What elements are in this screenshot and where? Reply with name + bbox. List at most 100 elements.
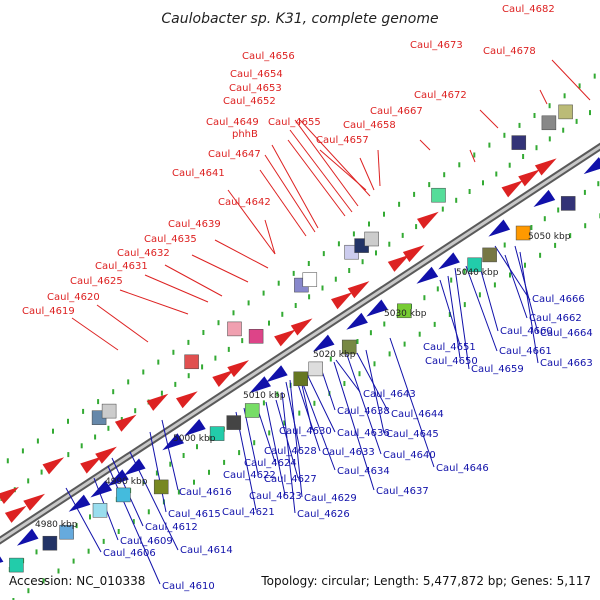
gene-label-bottom-31[interactable]: Caul_4609 — [120, 536, 173, 547]
gene-feature-7[interactable] — [114, 414, 137, 432]
gene-label-bottom-20[interactable]: Caul_4634 — [337, 466, 390, 477]
gene-feature-61[interactable] — [438, 252, 460, 270]
gene-label-top-3[interactable]: Caul_4678 — [483, 46, 536, 57]
gene-label-top-5[interactable]: Caul_4653 — [229, 83, 282, 94]
gene-feature-46[interactable] — [162, 433, 184, 451]
gene-feature-11[interactable] — [212, 369, 234, 387]
gene-feature-29[interactable] — [518, 169, 540, 187]
gene-feature-48[interactable] — [209, 426, 225, 441]
gene-label-bottom-17[interactable]: Caul_4640 — [383, 450, 436, 461]
gene-label-bottom-30[interactable]: Caul_4612 — [145, 522, 198, 533]
gene-feature-39[interactable] — [16, 528, 39, 546]
gene-feature-65[interactable] — [515, 225, 531, 241]
gene-label-bottom-9[interactable]: Caul_4643 — [363, 389, 416, 400]
gene-label-top-17[interactable]: Caul_4639 — [168, 219, 221, 230]
gene-feature-31[interactable] — [511, 135, 527, 150]
gene-label-top-12[interactable]: phhB — [232, 129, 258, 140]
gene-label-top-10[interactable]: Caul_4655 — [268, 117, 321, 128]
gene-label-bottom-6[interactable]: Caul_4651 — [423, 342, 476, 353]
gene-label-top-22[interactable]: Caul_4620 — [47, 292, 100, 303]
gene-label-bottom-26[interactable]: Caul_4629 — [304, 493, 357, 504]
gene-label-top-0[interactable]: Caul_4682 — [502, 4, 555, 15]
gene-label-top-16[interactable]: Caul_4642 — [218, 197, 271, 208]
gene-label-bottom-8[interactable]: Caul_4659 — [471, 364, 524, 375]
gene-feature-4[interactable] — [95, 446, 117, 464]
gene-feature-14[interactable] — [248, 329, 264, 344]
gene-feature-52[interactable] — [266, 365, 288, 383]
gene-label-top-9[interactable]: Caul_4649 — [206, 117, 259, 128]
gene-label-bottom-2[interactable]: Caul_4664 — [540, 328, 593, 339]
gene-feature-42[interactable] — [68, 494, 91, 512]
gene-label-top-15[interactable]: Caul_4641 — [172, 168, 225, 179]
gene-feature-58[interactable] — [366, 299, 388, 317]
gene-feature-16[interactable] — [290, 318, 313, 336]
gene-feature-18[interactable] — [302, 272, 318, 287]
gene-label-bottom-33[interactable]: Caul_4606 — [103, 548, 156, 559]
gene-feature-62[interactable] — [467, 257, 482, 273]
gene-label-top-19[interactable]: Caul_4632 — [117, 248, 170, 259]
gene-feature-24[interactable] — [387, 254, 410, 272]
gene-label-top-8[interactable]: Caul_4667 — [370, 106, 423, 117]
gene-feature-53[interactable] — [293, 371, 308, 387]
gene-label-top-1[interactable]: Caul_4656 — [242, 51, 295, 62]
gene-label-top-20[interactable]: Caul_4631 — [95, 261, 148, 272]
gene-feature-19[interactable] — [331, 292, 353, 310]
gene-feature-67[interactable] — [560, 196, 576, 211]
gene-label-top-7[interactable]: Caul_4672 — [414, 90, 467, 101]
gene-label-top-2[interactable]: Caul_4673 — [410, 40, 463, 51]
gene-label-bottom-21[interactable]: Caul_4646 — [436, 463, 489, 474]
gene-feature-50[interactable] — [244, 403, 260, 418]
gene-feature-59[interactable] — [397, 303, 412, 319]
gene-label-bottom-29[interactable]: Caul_4626 — [297, 509, 350, 520]
gene-label-bottom-4[interactable]: Caul_4661 — [499, 346, 552, 357]
gene-label-bottom-28[interactable]: Caul_4621 — [222, 507, 275, 518]
gene-label-bottom-7[interactable]: Caul_4650 — [425, 356, 478, 367]
gene-label-top-11[interactable]: Caul_4658 — [343, 120, 396, 131]
gene-label-bottom-15[interactable]: Caul_4628 — [264, 446, 317, 457]
gene-label-bottom-22[interactable]: Caul_4627 — [264, 474, 317, 485]
gene-feature-55[interactable] — [312, 334, 335, 352]
gene-feature-49[interactable] — [226, 415, 242, 430]
gene-feature-0[interactable] — [4, 505, 27, 523]
gene-feature-68[interactable] — [583, 157, 600, 175]
gene-label-bottom-32[interactable]: Caul_4614 — [180, 545, 233, 556]
gene-feature-34[interactable] — [0, 486, 19, 504]
gene-label-top-23[interactable]: Caul_4619 — [22, 306, 75, 317]
gene-feature-36[interactable] — [90, 480, 113, 498]
gene-label-top-14[interactable]: Caul_4647 — [208, 149, 261, 160]
gene-label-bottom-5[interactable]: Caul_4663 — [540, 358, 593, 369]
gene-feature-10[interactable] — [184, 354, 199, 370]
gene-label-top-13[interactable]: Caul_4657 — [316, 135, 369, 146]
gene-feature-9[interactable] — [176, 391, 198, 409]
gene-feature-70[interactable] — [0, 552, 4, 569]
gene-label-top-18[interactable]: Caul_4635 — [144, 234, 197, 245]
gene-feature-44[interactable] — [116, 487, 131, 503]
gene-feature-12[interactable] — [227, 360, 249, 378]
gene-feature-47[interactable] — [184, 419, 206, 437]
gene-feature-2[interactable] — [42, 457, 65, 475]
gene-feature-27[interactable] — [431, 187, 446, 203]
gene-feature-38[interactable] — [123, 458, 146, 476]
gene-feature-33[interactable] — [558, 104, 573, 120]
gene-feature-25[interactable] — [402, 245, 425, 263]
gene-label-bottom-34[interactable]: Caul_4610 — [162, 581, 215, 592]
gene-feature-13[interactable] — [227, 321, 242, 337]
gene-label-top-6[interactable]: Caul_4652 — [223, 96, 276, 107]
gene-label-top-21[interactable]: Caul_4625 — [70, 276, 123, 287]
gene-feature-66[interactable] — [533, 189, 556, 207]
gene-label-bottom-18[interactable]: Caul_4622 — [223, 470, 276, 481]
gene-label-bottom-23[interactable]: Caul_4637 — [376, 486, 429, 497]
gene-label-top-4[interactable]: Caul_4654 — [230, 69, 283, 80]
gene-feature-23[interactable] — [364, 231, 379, 247]
gene-feature-1[interactable] — [23, 493, 45, 511]
gene-label-bottom-1[interactable]: Caul_4662 — [529, 313, 582, 324]
gene-feature-28[interactable] — [501, 180, 524, 198]
gene-feature-30[interactable] — [534, 158, 557, 176]
gene-feature-32[interactable] — [541, 115, 557, 131]
gene-feature-64[interactable] — [488, 219, 511, 237]
gene-feature-40[interactable] — [42, 535, 58, 551]
gene-feature-43[interactable] — [92, 503, 108, 518]
gene-label-bottom-25[interactable]: Caul_4623 — [249, 491, 302, 502]
gene-label-bottom-24[interactable]: Caul_4616 — [179, 487, 232, 498]
gene-feature-8[interactable] — [146, 393, 169, 411]
